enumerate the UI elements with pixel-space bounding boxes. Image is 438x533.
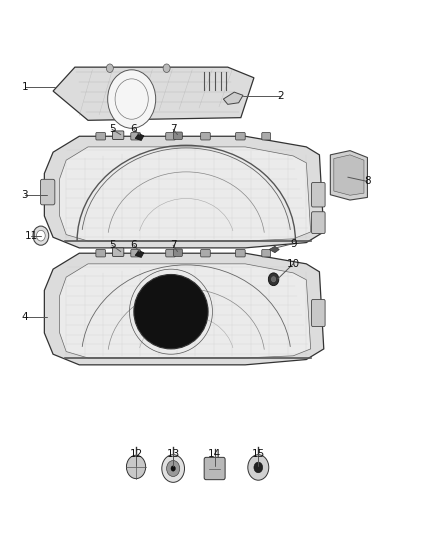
Polygon shape — [60, 147, 311, 241]
Circle shape — [108, 70, 155, 128]
FancyBboxPatch shape — [113, 131, 124, 140]
Text: 1: 1 — [21, 82, 28, 92]
Polygon shape — [53, 67, 254, 120]
Text: 7: 7 — [170, 124, 177, 134]
Polygon shape — [135, 251, 144, 257]
Circle shape — [127, 455, 146, 479]
Text: 10: 10 — [286, 259, 300, 269]
FancyBboxPatch shape — [311, 182, 325, 207]
FancyBboxPatch shape — [113, 248, 124, 256]
Circle shape — [248, 455, 269, 480]
Text: 9: 9 — [290, 239, 297, 248]
Circle shape — [272, 277, 276, 282]
Polygon shape — [44, 136, 324, 248]
FancyBboxPatch shape — [311, 212, 325, 233]
FancyBboxPatch shape — [131, 133, 141, 140]
Text: 6: 6 — [131, 240, 137, 250]
Text: 15: 15 — [252, 449, 265, 458]
FancyBboxPatch shape — [262, 133, 271, 140]
Text: 6: 6 — [131, 124, 137, 134]
FancyBboxPatch shape — [311, 300, 325, 327]
Text: 13: 13 — [166, 449, 180, 458]
FancyBboxPatch shape — [204, 457, 225, 480]
Polygon shape — [269, 246, 279, 253]
Text: 14: 14 — [208, 449, 221, 458]
FancyBboxPatch shape — [201, 249, 210, 257]
FancyBboxPatch shape — [262, 249, 271, 257]
Polygon shape — [334, 155, 364, 195]
FancyBboxPatch shape — [236, 249, 245, 257]
Circle shape — [166, 461, 180, 477]
Ellipse shape — [134, 274, 208, 349]
FancyBboxPatch shape — [166, 249, 175, 257]
Circle shape — [171, 466, 175, 471]
Text: 12: 12 — [129, 449, 143, 458]
Polygon shape — [44, 253, 324, 365]
Circle shape — [33, 226, 49, 245]
Text: 8: 8 — [364, 176, 371, 187]
Polygon shape — [60, 264, 311, 358]
Circle shape — [163, 64, 170, 72]
Text: 2: 2 — [277, 91, 283, 101]
FancyBboxPatch shape — [173, 249, 182, 256]
Circle shape — [254, 462, 263, 473]
Text: 7: 7 — [170, 240, 177, 250]
Circle shape — [36, 230, 45, 241]
Circle shape — [268, 273, 279, 286]
Polygon shape — [135, 134, 144, 141]
FancyBboxPatch shape — [236, 133, 245, 140]
Polygon shape — [223, 92, 243, 104]
FancyBboxPatch shape — [173, 132, 182, 140]
Text: 5: 5 — [109, 124, 115, 134]
Text: 5: 5 — [109, 240, 115, 250]
FancyBboxPatch shape — [96, 133, 106, 140]
FancyBboxPatch shape — [40, 179, 55, 205]
Circle shape — [106, 64, 113, 72]
FancyBboxPatch shape — [96, 249, 106, 257]
FancyBboxPatch shape — [131, 249, 141, 257]
Polygon shape — [330, 151, 367, 200]
Text: 11: 11 — [25, 231, 38, 241]
Text: 3: 3 — [21, 190, 28, 200]
Text: 4: 4 — [21, 312, 28, 322]
FancyBboxPatch shape — [201, 133, 210, 140]
FancyBboxPatch shape — [166, 133, 175, 140]
Circle shape — [162, 455, 184, 482]
